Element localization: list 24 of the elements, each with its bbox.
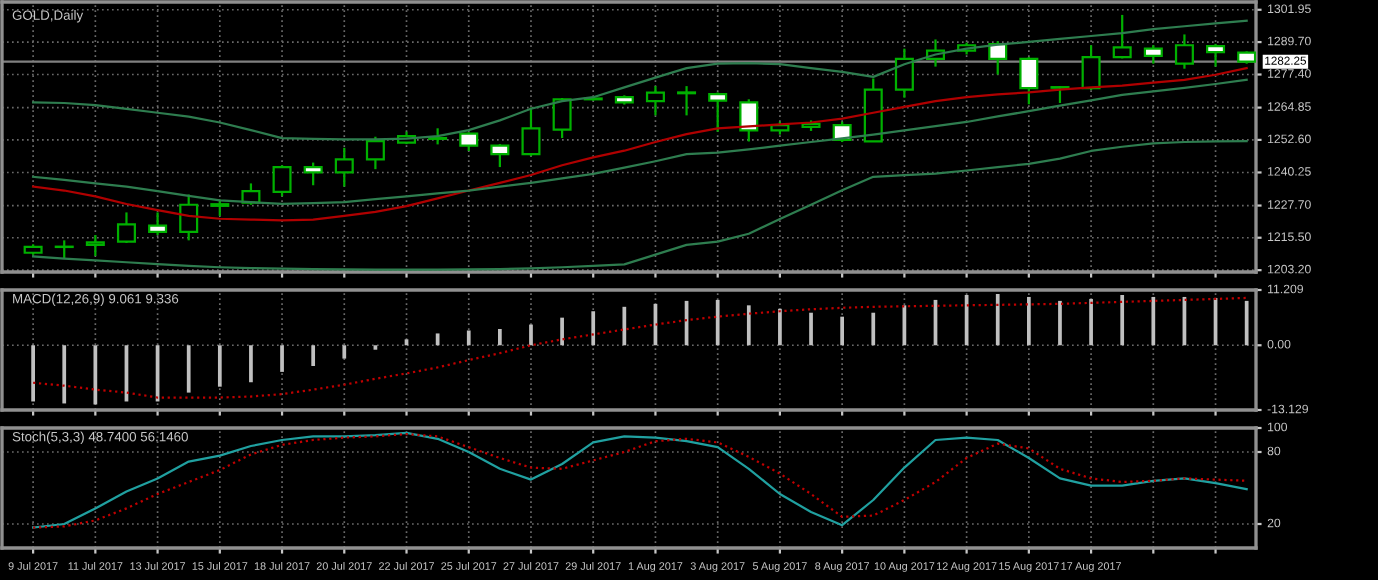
line-series: [32, 140, 1248, 271]
candlestick: [303, 161, 323, 187]
candlestick: [334, 146, 354, 188]
candlestick: [116, 211, 136, 245]
candlestick: [1019, 56, 1039, 106]
candlestick: [459, 131, 479, 153]
candlestick: [1143, 44, 1163, 65]
candlestick: [490, 143, 510, 169]
candlestick: [708, 91, 728, 133]
candlestick: [272, 164, 292, 198]
candlestick: [521, 106, 541, 158]
candlestick: [148, 211, 168, 237]
candlestick: [739, 98, 759, 143]
candlestick: [1174, 33, 1194, 70]
candlestick: [365, 135, 385, 171]
candlestick: [1206, 42, 1226, 68]
candlestick: [645, 85, 665, 117]
candlestick: [1081, 44, 1101, 92]
candlestick: [179, 193, 199, 242]
candlestick: [1112, 13, 1132, 60]
candlestick: [85, 233, 105, 258]
candlestick: [894, 47, 914, 99]
line-series: [32, 78, 1248, 206]
candlestick: [677, 85, 697, 117]
